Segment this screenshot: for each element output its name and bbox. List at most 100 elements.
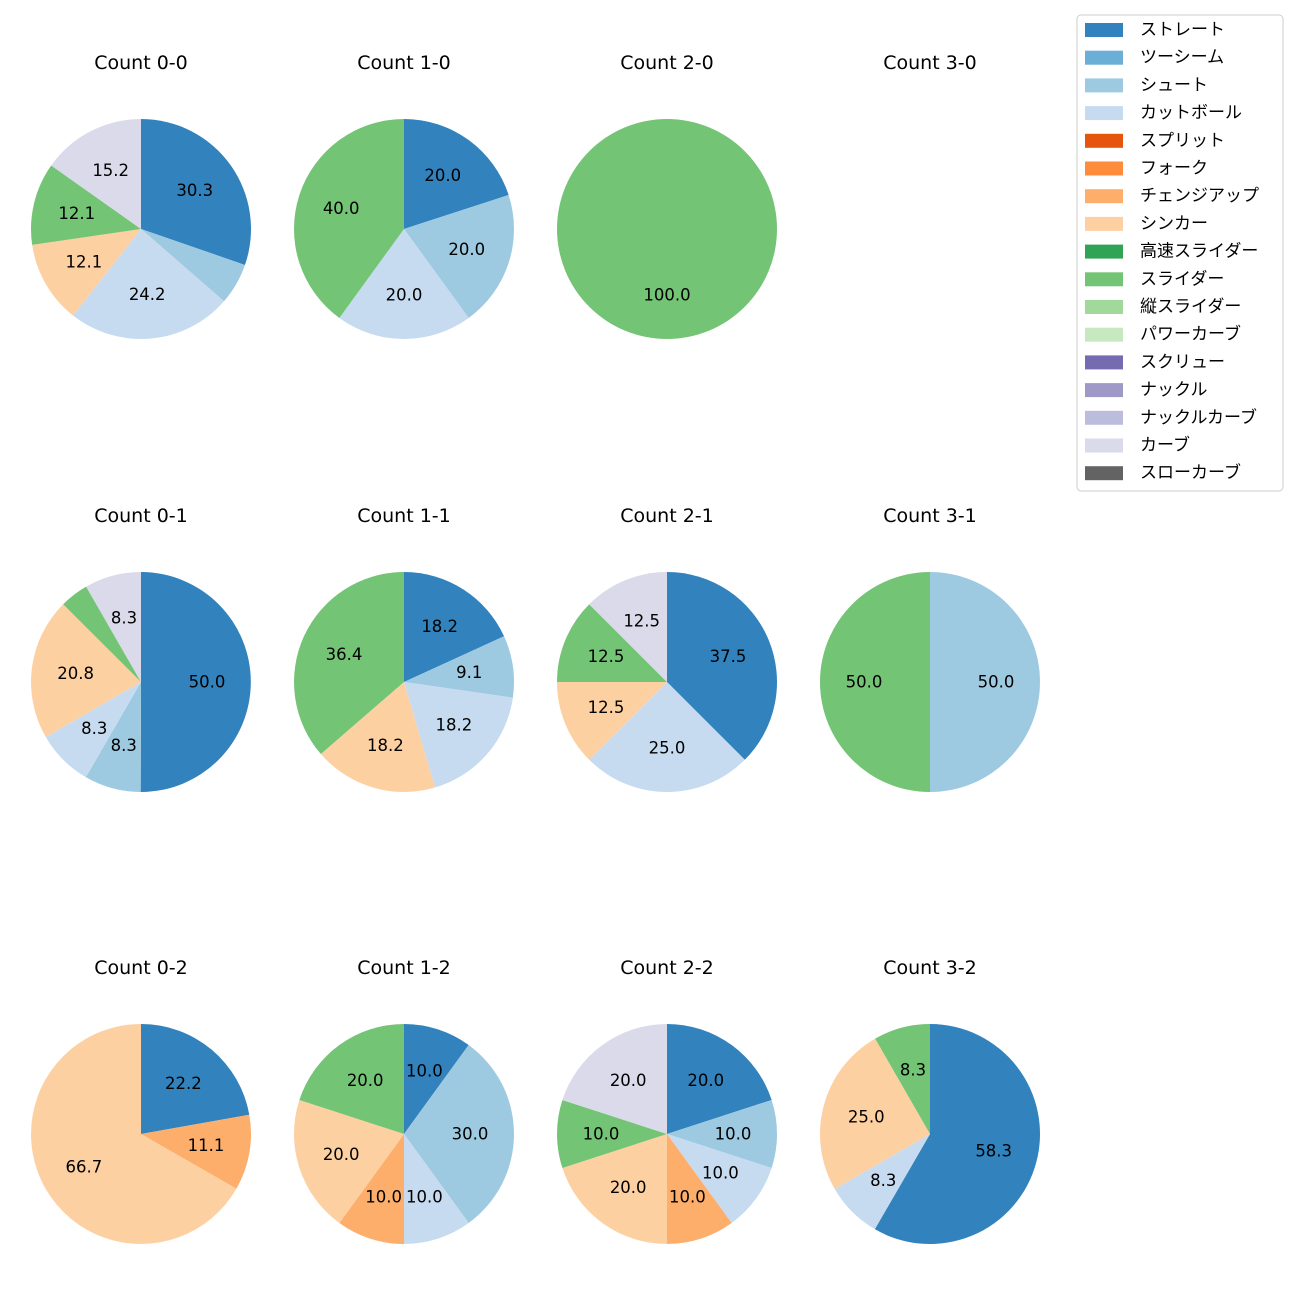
slice-label: 20.0 <box>347 1071 384 1090</box>
slice-label: 50.0 <box>978 673 1015 692</box>
pie-slice <box>834 1134 930 1230</box>
pie-count-1-2: Count 1-210.030.010.010.020.020.0 <box>293 957 515 1244</box>
legend-swatch <box>1085 300 1123 314</box>
legend-label: パワーカーブ <box>1140 324 1241 345</box>
pie-slice <box>86 572 141 682</box>
pie-panels: Count 0-0 30.3 24.2 12.1 12.1 15.2 Count 1-0 20… <box>31 52 1040 1244</box>
slice-label: 20.0 <box>687 1071 724 1090</box>
pie-slice <box>667 1100 778 1168</box>
slice-label: 12.5 <box>623 612 660 631</box>
legend-swatch <box>1085 161 1123 176</box>
pie-slice <box>339 229 469 340</box>
slice-label: 12.1 <box>66 253 103 272</box>
legend-swatch <box>1085 50 1123 65</box>
slice-label: 18.2 <box>421 617 458 636</box>
legend-item: パワーカーブ <box>1085 324 1241 345</box>
slice-label: 58.3 <box>975 1142 1012 1161</box>
slice-label: 8.3 <box>900 1061 926 1080</box>
pie-slice <box>31 1024 237 1244</box>
pie-slice <box>45 682 141 778</box>
legend: ストレートツーシームシュートカットボールスプリットフォークチェンジアップシンカー… <box>1076 14 1284 492</box>
pie-slice <box>404 195 515 318</box>
slice-label: 12.5 <box>588 698 625 717</box>
slice-label: 36.4 <box>326 645 363 664</box>
legend-item: スクリュー <box>1085 352 1225 372</box>
legend-item: ナックル <box>1085 380 1208 400</box>
legend-label: シンカー <box>1140 214 1208 234</box>
pie-slice <box>404 1024 469 1134</box>
slice-label: 12.5 <box>588 647 625 666</box>
pie-title: Count 1-2 <box>357 957 451 979</box>
pie-title: Count 2-0 <box>620 52 714 74</box>
pie-count-2-2: Count 2-2 20.0 10.0 10.0 10.0 20.0 10.0 20.0 <box>556 957 778 1244</box>
pie-title: Count 3-1 <box>883 505 977 527</box>
pie-count-1-0: Count 1-0 20.0 20.0 20.0 40.0 <box>293 52 515 340</box>
slice-label: 10.0 <box>406 1187 443 1206</box>
pie-slice <box>404 682 513 788</box>
pie-title: Count 0-2 <box>94 957 188 979</box>
slice-label: 12.1 <box>58 204 95 223</box>
pie-count-0-1: Count 0-150.08.38.320.88.3 <box>31 505 251 793</box>
pie-slice <box>820 1038 930 1189</box>
legend-label: カーブ <box>1140 435 1190 456</box>
legend-item: ナックルカーブ <box>1085 407 1257 428</box>
legend-swatch <box>1085 410 1123 425</box>
pie-title: Count 2-1 <box>620 505 714 527</box>
slice-label: 66.7 <box>66 1158 103 1177</box>
slice-label: 10.0 <box>702 1163 739 1182</box>
legend-item: ストレート <box>1085 20 1225 40</box>
pie-slice <box>874 1024 1040 1244</box>
pie-slice <box>141 1114 251 1189</box>
legend-swatch <box>1085 244 1123 259</box>
legend-item: チェンジアップ <box>1085 186 1259 206</box>
legend-swatch <box>1085 189 1123 204</box>
pie-slice <box>820 572 930 792</box>
pie-title: Count 0-0 <box>94 52 188 74</box>
pie-slice <box>141 229 245 302</box>
pie-slice <box>667 1134 772 1223</box>
pie-slice <box>404 572 505 682</box>
legend-label: 高速スライダー <box>1140 242 1258 262</box>
legend-label: スプリット <box>1140 131 1225 151</box>
pie-title: Count 3-2 <box>883 957 977 979</box>
slice-label: 20.0 <box>386 286 423 305</box>
pie-slice <box>589 572 667 682</box>
legend-swatch <box>1085 438 1123 453</box>
slice-label: 8.3 <box>111 609 137 628</box>
pie-slice <box>141 119 252 265</box>
pie-count-2-0: Count 2-0 100.0 <box>557 52 777 339</box>
pie-slice <box>557 682 667 760</box>
legend-item: フォーク <box>1085 159 1208 179</box>
slice-label: 8.3 <box>111 736 137 755</box>
pie-slice <box>667 1134 732 1244</box>
legend-label: 縦スライダー <box>1140 297 1241 317</box>
slice-label: 30.3 <box>176 181 213 200</box>
pie-slice <box>32 229 141 316</box>
pie-count-3-0: Count 3-0 <box>883 52 977 74</box>
pie-slice <box>404 1045 515 1223</box>
slice-label: 10.0 <box>583 1125 620 1144</box>
legend-swatch <box>1085 78 1123 93</box>
pie-count-3-1: Count 3-1 50.0 50.0 <box>820 505 1040 792</box>
legend-swatch <box>1085 327 1123 342</box>
slice-label: 11.1 <box>188 1136 225 1155</box>
slice-label: 20.0 <box>323 1145 360 1164</box>
slice-label: 40.0 <box>323 199 360 218</box>
pie-slice <box>140 572 251 793</box>
legend-item: スライダー <box>1085 269 1224 289</box>
pie-slice <box>930 572 1040 792</box>
pie-slice <box>404 119 509 229</box>
legend-swatch <box>1085 216 1123 231</box>
legend-item: シュート <box>1085 75 1208 95</box>
pie-slice <box>557 604 667 682</box>
legend-swatch <box>1085 133 1123 148</box>
pie-count-0-0: Count 0-0 30.3 24.2 12.1 12.1 15.2 <box>31 52 252 339</box>
pie-title: Count 0-1 <box>94 505 188 527</box>
slice-label: 25.0 <box>848 1107 885 1126</box>
pie-slice <box>667 1024 772 1134</box>
slice-label: 10.0 <box>669 1187 706 1206</box>
legend-label: ツーシーム <box>1140 48 1224 68</box>
legend-item: ツーシーム <box>1085 48 1224 68</box>
pie-title: Count 3-0 <box>883 52 977 74</box>
